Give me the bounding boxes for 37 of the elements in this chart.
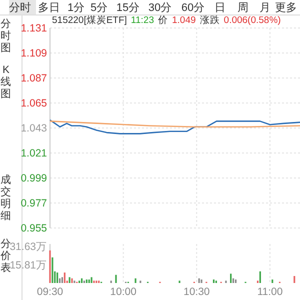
text: 分时图 bbox=[0, 18, 12, 54]
text: 成交明细 bbox=[0, 173, 12, 222]
y-tick-label: 1.131 bbox=[20, 22, 48, 35]
text: 5分 bbox=[90, 2, 108, 14]
y-tick-label: 0.955 bbox=[20, 222, 48, 235]
text: 更多 bbox=[275, 2, 297, 14]
text: 0.006(0.58%) bbox=[224, 15, 281, 26]
text: 分时 bbox=[9, 1, 31, 14]
y-tick-label: 1.065 bbox=[20, 98, 48, 110]
text: 日 bbox=[214, 2, 226, 14]
y-tick-label: 31.63万 bbox=[10, 240, 47, 253]
text: 515220[煤炭ETF] bbox=[52, 14, 127, 26]
text: 多日 bbox=[38, 2, 60, 14]
x-tick-label: 11:00 bbox=[257, 286, 283, 298]
y-tick-label: 0.999 bbox=[20, 172, 48, 185]
y-tick-label: 15.81万 bbox=[10, 259, 47, 272]
text: 月 bbox=[260, 2, 270, 14]
text: 30分 bbox=[148, 2, 172, 14]
text: 分价表 bbox=[0, 238, 12, 274]
x-tick-label: 10:00 bbox=[110, 286, 137, 298]
y-tick-label: 1.021 bbox=[20, 148, 48, 160]
y-tick-label: 1.109 bbox=[20, 48, 48, 60]
text: 15分 bbox=[116, 2, 140, 14]
y-tick-label: 1.043 bbox=[20, 122, 48, 135]
text: 1分 bbox=[67, 2, 85, 14]
text: 11:23 bbox=[130, 15, 154, 26]
x-tick-label: 10:30 bbox=[183, 286, 210, 298]
text: 60分 bbox=[181, 2, 205, 14]
y-tick-label: 1.087 bbox=[20, 72, 48, 85]
line-series bbox=[49, 119, 300, 134]
y-tick-label: 0.977 bbox=[20, 198, 48, 210]
text: 价 bbox=[157, 14, 168, 26]
x-tick-label: 09:30 bbox=[36, 286, 64, 298]
text: K线图 bbox=[0, 64, 12, 100]
text: 周 bbox=[238, 2, 248, 14]
text: 涨跌 bbox=[200, 14, 220, 26]
text: 1.049 bbox=[172, 15, 196, 26]
